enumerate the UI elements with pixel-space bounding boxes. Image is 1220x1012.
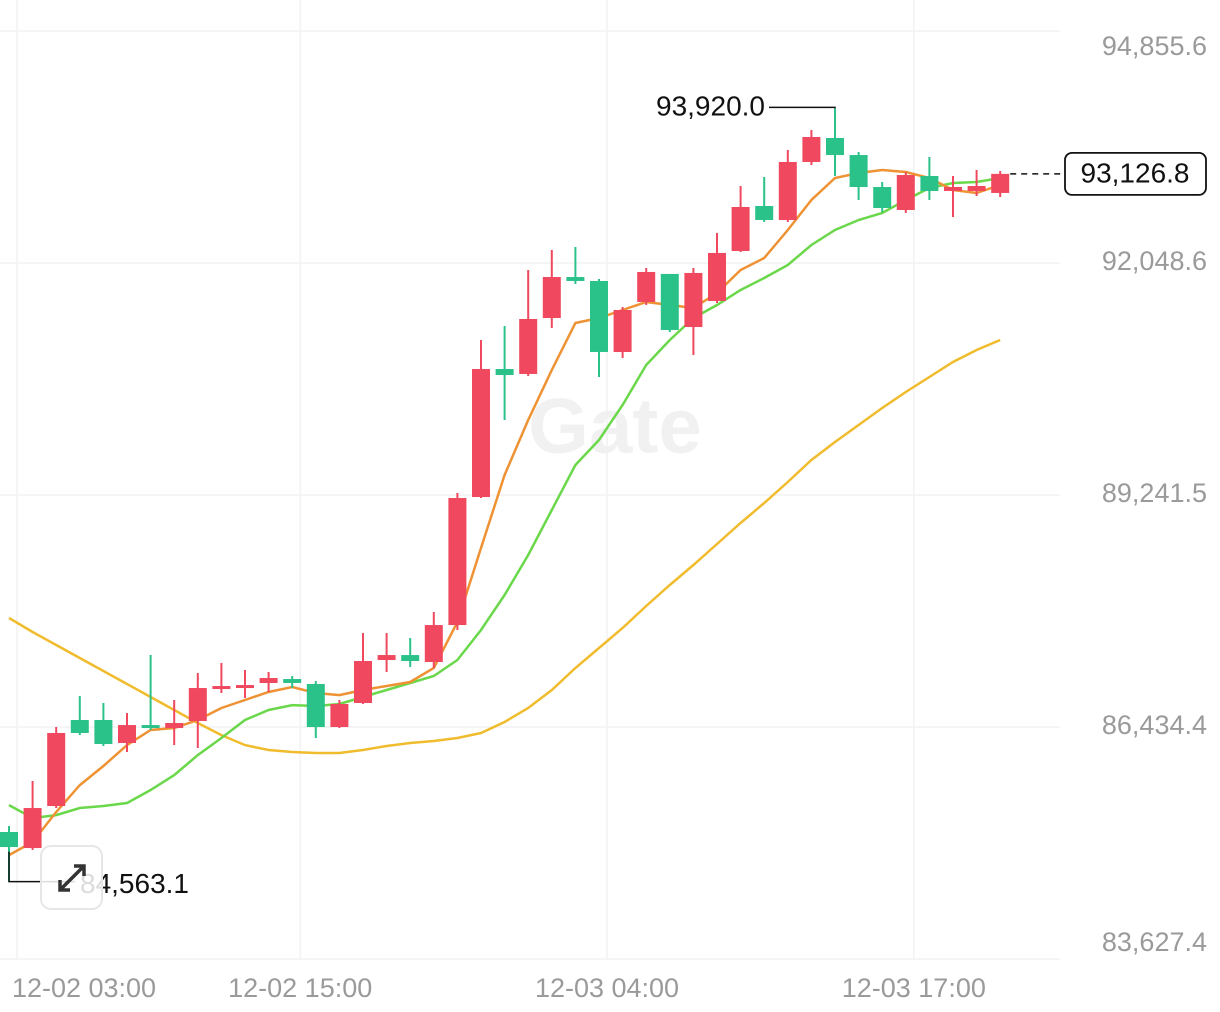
candle-body <box>94 720 113 744</box>
x-tick-label: 12-02 15:00 <box>228 973 372 1003</box>
candle-body <box>613 309 632 352</box>
candle-body <box>590 280 608 352</box>
candle-body <box>542 277 561 319</box>
moving-average-line <box>8 176 1001 820</box>
candle-body <box>70 720 89 733</box>
last-price-label: 93,126.8 <box>1081 157 1190 188</box>
candle-body <box>188 688 207 722</box>
x-tick-label: 12-03 04:00 <box>535 973 679 1003</box>
y-tick-label: 89,241.5 <box>1102 478 1207 508</box>
candle-body <box>566 277 585 281</box>
moving-averages <box>8 168 1001 857</box>
candle-body <box>802 137 821 162</box>
y-tick-label: 92,048.6 <box>1102 246 1207 276</box>
expand-button[interactable] <box>40 845 103 910</box>
candle-body <box>967 186 986 191</box>
high-leader <box>769 106 836 109</box>
candle-body <box>684 272 703 328</box>
expand-icon[interactable] <box>58 864 86 892</box>
y-tick-label: 94,855.6 <box>1102 31 1207 61</box>
candle-body <box>165 722 184 729</box>
moving-average-line <box>8 168 1001 857</box>
candle-body <box>401 655 420 662</box>
candle-body <box>141 725 160 729</box>
candle-body <box>660 273 679 330</box>
candle-body <box>495 369 514 376</box>
candle-body <box>47 732 66 807</box>
candle-body <box>283 679 302 683</box>
x-tick-label: 12-02 03:00 <box>12 973 156 1003</box>
candle-body <box>306 683 325 728</box>
candle-body <box>118 725 136 743</box>
candle-body <box>236 685 254 689</box>
candle-body <box>23 808 42 849</box>
candle-body <box>991 173 1010 193</box>
annotations: 93,920.084,563.193,126.8 <box>8 91 1207 899</box>
candles <box>0 108 1010 882</box>
candle-body <box>896 175 915 210</box>
candle-body <box>0 832 18 848</box>
candle-body <box>944 187 962 191</box>
candle-body <box>424 625 443 662</box>
y-tick-label: 86,434.4 <box>1102 710 1207 740</box>
last-price-box <box>1064 151 1207 196</box>
candle-body <box>259 678 278 683</box>
candle-body <box>826 137 844 156</box>
candle-body <box>755 206 774 220</box>
candle-body <box>731 207 750 251</box>
candle-body <box>519 318 538 374</box>
candle-body <box>448 498 467 626</box>
high-label: 93,920.0 <box>656 91 765 122</box>
candle-body <box>873 187 892 209</box>
candle-body <box>377 655 396 661</box>
candle-body <box>778 161 797 220</box>
y-tick-label: 83,627.4 <box>1102 927 1207 957</box>
candle-body <box>849 155 868 188</box>
candle-body <box>354 661 372 703</box>
candle-body <box>212 686 231 690</box>
x-tick-label: 12-03 17:00 <box>842 973 986 1003</box>
candle-body <box>637 271 656 302</box>
candle-body <box>920 176 939 191</box>
candle-body <box>708 252 726 301</box>
watermark: Gate <box>528 382 701 470</box>
candle-body <box>330 703 349 728</box>
candle-body <box>472 369 490 498</box>
